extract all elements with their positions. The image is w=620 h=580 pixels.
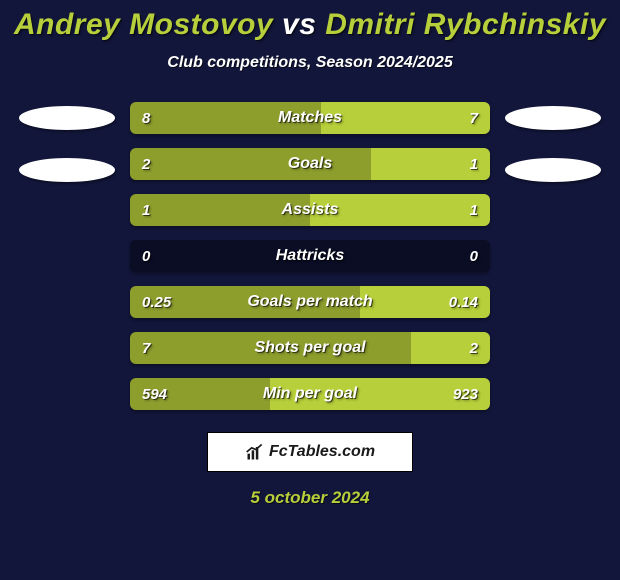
stat-value-right: 0.14 <box>449 286 478 318</box>
stat-bar: 594923Min per goal <box>130 378 490 410</box>
stat-value-right: 923 <box>453 378 478 410</box>
club-badge-placeholder <box>19 106 115 130</box>
stat-bar-left-fill <box>130 332 411 364</box>
stat-value-left: 8 <box>142 102 150 134</box>
stat-bar: 0 0Hattricks <box>130 240 490 272</box>
date-label: 5 october 2024 <box>0 488 620 508</box>
stat-bar-right-fill <box>321 102 490 134</box>
stat-bar: 21Goals <box>130 148 490 180</box>
stat-value-left: 0 <box>142 240 150 272</box>
club-badge-placeholder <box>505 158 601 182</box>
stat-bar-left-fill <box>130 102 321 134</box>
comparison-card: Andrey Mostovoy vs Dmitri Rybchinskiy Cl… <box>0 0 620 580</box>
player1-name: Andrey Mostovoy <box>14 8 273 41</box>
stat-bar: 72Shots per goal <box>130 332 490 364</box>
source-logo-text: FcTables.com <box>269 443 375 461</box>
club-badge-placeholder <box>19 158 115 182</box>
player2-name: Dmitri Rybchinskiy <box>325 8 606 41</box>
body-row: 87Matches21Goals11Assists00Hattricks0.25… <box>0 102 620 410</box>
stat-bars: 87Matches21Goals11Assists00Hattricks0.25… <box>130 102 490 410</box>
stat-value-left: 7 <box>142 332 150 364</box>
stat-value-right: 1 <box>470 194 478 226</box>
vs-label: vs <box>282 8 316 41</box>
stat-value-right: 1 <box>470 148 478 180</box>
source-logo: FcTables.com <box>207 432 413 472</box>
stat-bar-right-fill <box>310 194 490 226</box>
stat-bar: 87Matches <box>130 102 490 134</box>
stat-bar: 11Assists <box>130 194 490 226</box>
stat-value-right: 0 <box>470 240 478 272</box>
club-badge-placeholder <box>505 106 601 130</box>
right-badge-column <box>498 102 608 182</box>
left-badge-column <box>12 102 122 182</box>
subtitle: Club competitions, Season 2024/2025 <box>0 54 620 72</box>
stat-label: Hattricks <box>130 240 490 272</box>
stat-value-left: 1 <box>142 194 150 226</box>
stat-value-right: 2 <box>470 332 478 364</box>
stat-bar: 0.250.14Goals per match <box>130 286 490 318</box>
stat-bar-left-fill <box>130 194 310 226</box>
stat-bar-right-fill <box>411 332 490 364</box>
title: Andrey Mostovoy vs Dmitri Rybchinskiy <box>0 8 620 42</box>
stat-value-left: 0.25 <box>142 286 171 318</box>
stat-value-left: 2 <box>142 148 150 180</box>
stat-value-right: 7 <box>470 102 478 134</box>
stat-bar-left-fill <box>130 148 371 180</box>
stat-value-left: 594 <box>142 378 167 410</box>
chart-icon <box>245 442 265 462</box>
